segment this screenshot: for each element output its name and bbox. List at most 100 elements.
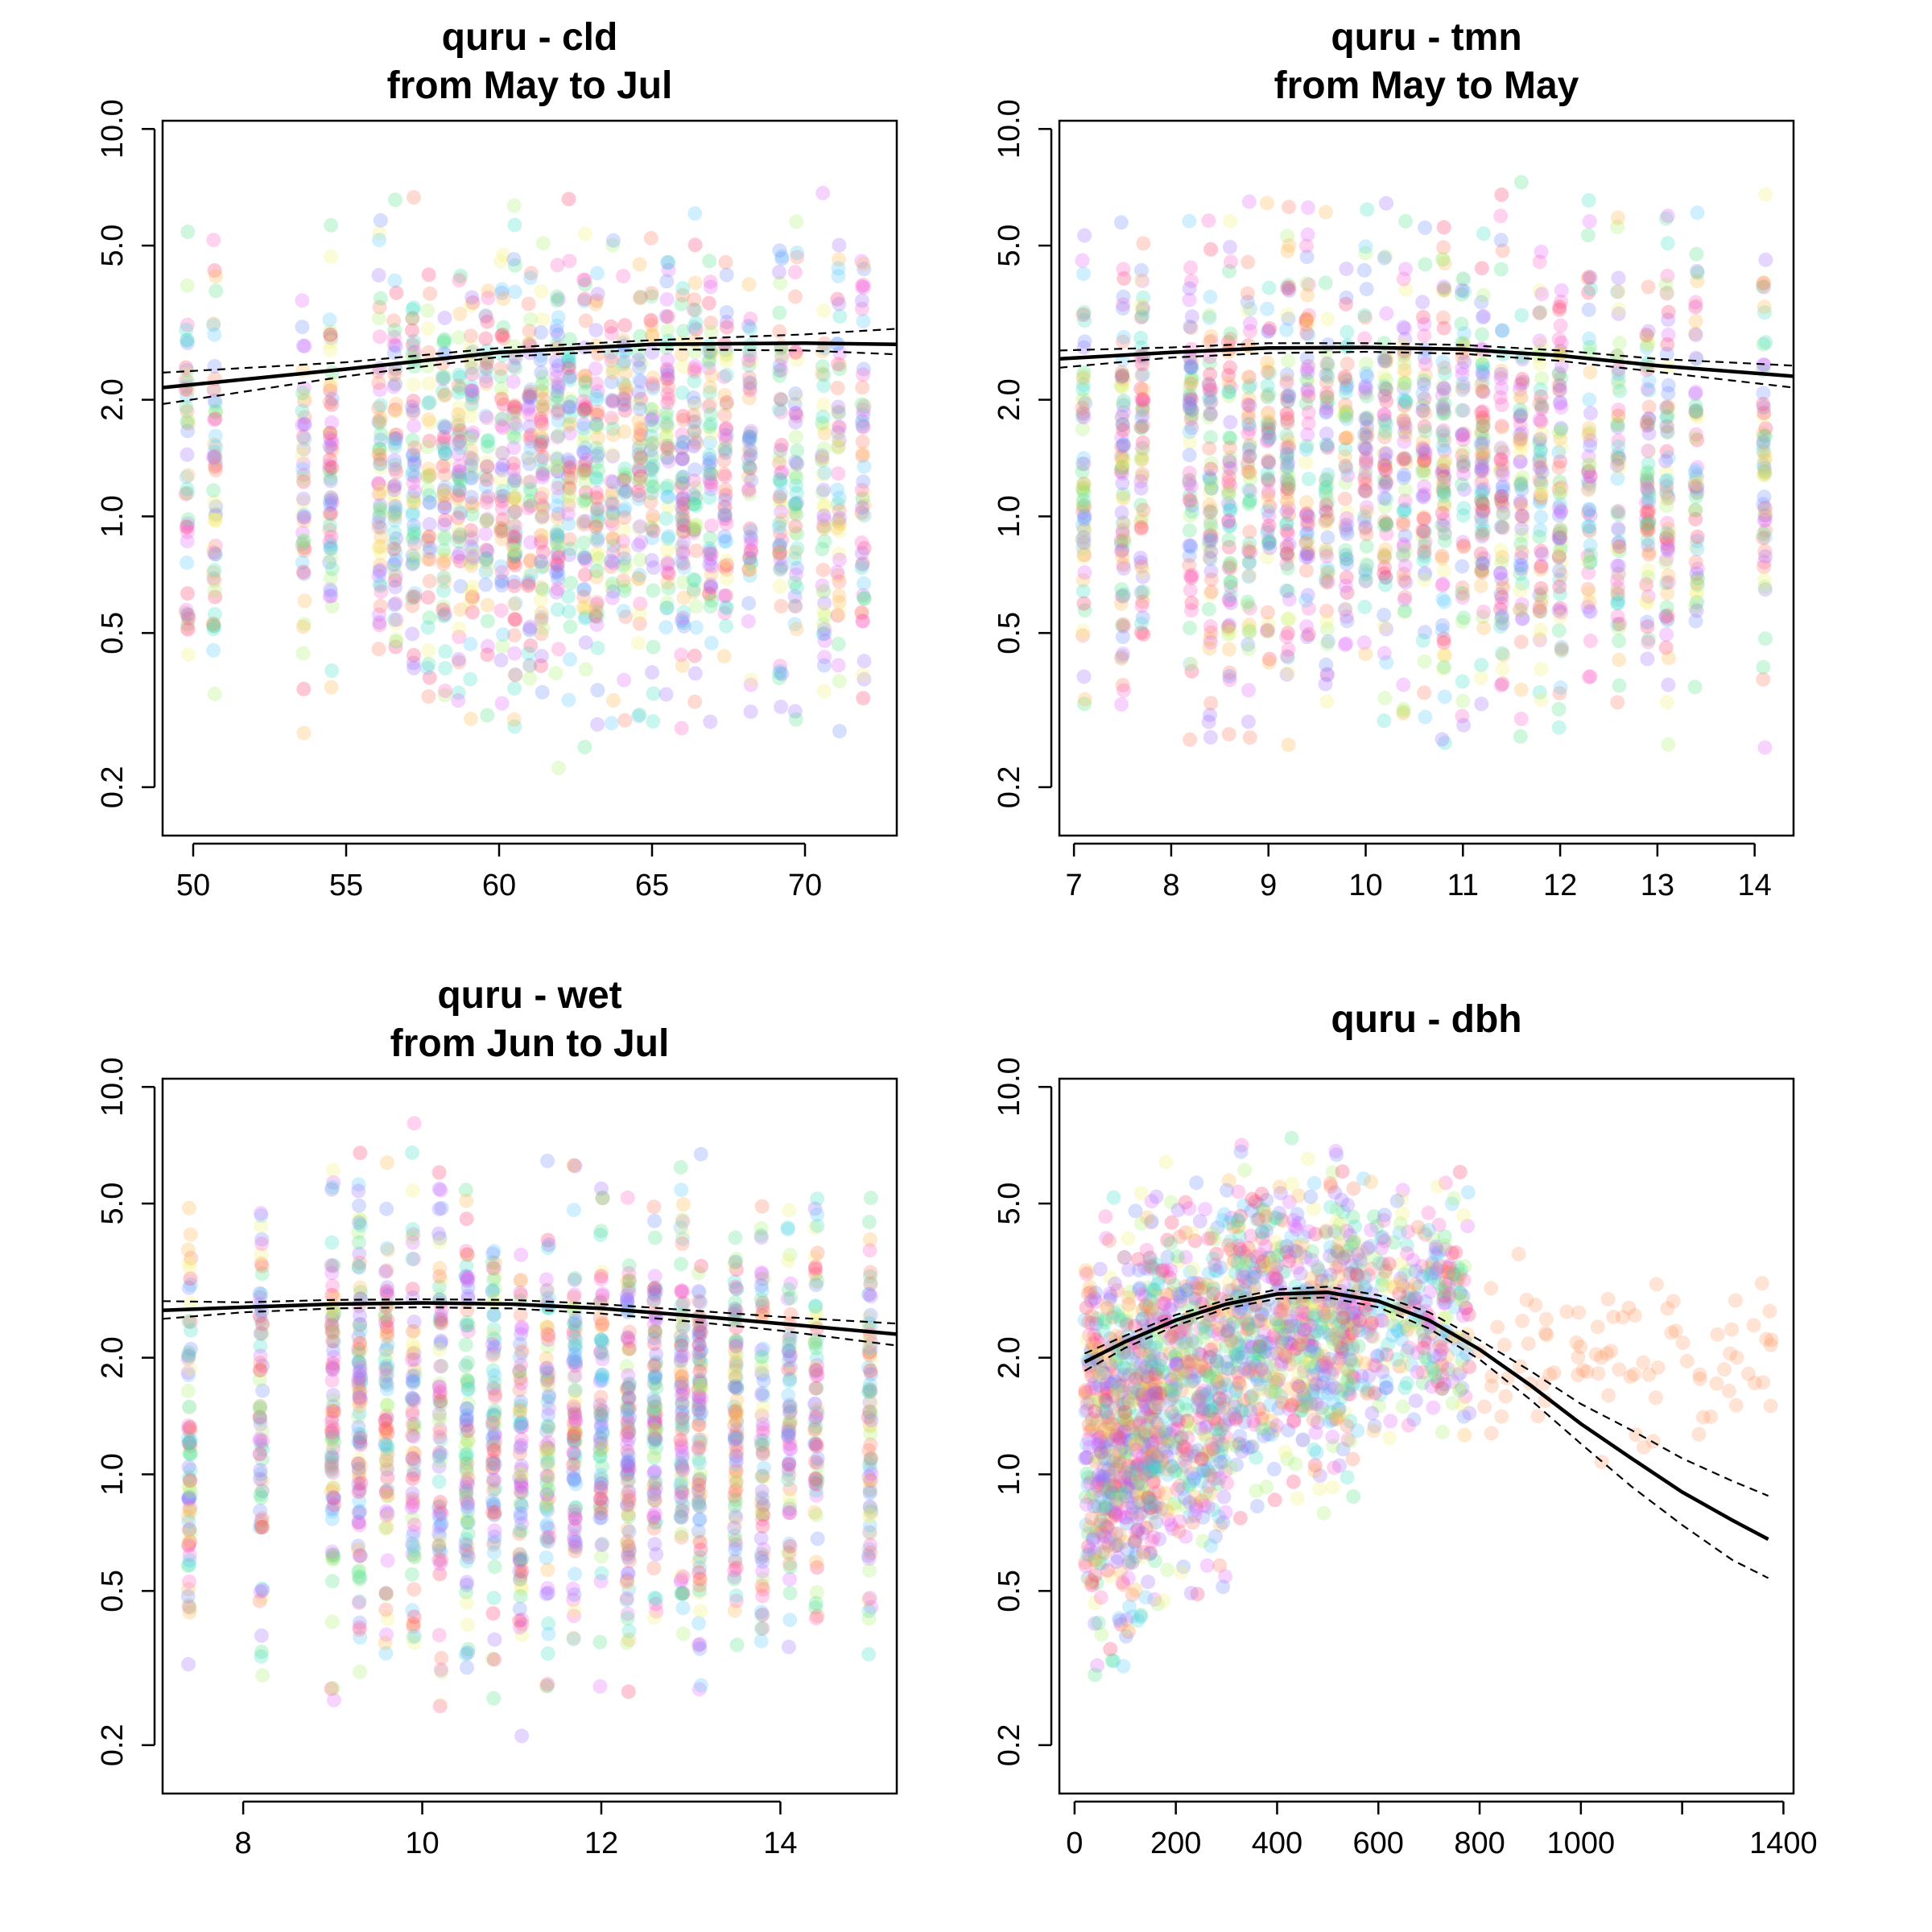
y-tick-label: 0.5 [96, 612, 130, 654]
data-point [551, 464, 566, 479]
data-point [325, 1441, 341, 1456]
data-point [1641, 634, 1656, 650]
data-point [460, 1355, 476, 1370]
data-point [817, 650, 832, 665]
data-point [1262, 651, 1277, 667]
data-point [1476, 621, 1492, 636]
data-point [691, 1338, 707, 1353]
data-point [589, 518, 604, 533]
x-tick-label: 70 [788, 869, 822, 902]
data-point [405, 1391, 420, 1406]
data-point [687, 572, 702, 588]
data-point [295, 448, 310, 463]
data-point [691, 1328, 707, 1344]
data-point [1357, 472, 1373, 487]
data-point [1581, 193, 1596, 208]
data-point [754, 1506, 770, 1521]
data-point [692, 1512, 708, 1527]
data-point [1689, 402, 1704, 418]
data-point [1356, 262, 1372, 278]
data-point [691, 1331, 707, 1346]
data-point [1133, 310, 1149, 324]
data-point [387, 525, 402, 540]
data-point [1532, 432, 1547, 448]
data-point [380, 1313, 395, 1328]
data-point [832, 552, 847, 568]
data-point [1437, 281, 1452, 296]
data-point [182, 1481, 197, 1496]
data-point [323, 327, 338, 342]
data-point [1113, 464, 1129, 479]
data-point [1203, 481, 1219, 496]
data-point [1338, 385, 1353, 400]
data-point [372, 329, 387, 345]
data-point [854, 279, 869, 294]
data-point [863, 1451, 878, 1467]
data-point [1513, 407, 1529, 423]
data-point [486, 1307, 502, 1323]
data-point [478, 331, 493, 346]
data-point [407, 647, 421, 663]
data-point [464, 383, 478, 398]
data-point [742, 551, 758, 566]
panel-tmn: quru - tmn from May to May 7 8 9 10 11 12 13 14… [993, 16, 1795, 902]
data-point [771, 402, 786, 417]
data-point [180, 1430, 196, 1446]
data-point [1280, 394, 1295, 408]
data-point [1202, 535, 1217, 550]
data-point [831, 568, 846, 583]
data-point [493, 524, 509, 539]
data-point [1554, 484, 1569, 499]
data-point [1455, 376, 1471, 391]
data-point [1222, 453, 1237, 469]
data-point [594, 1411, 609, 1426]
data-point [717, 508, 733, 522]
data-point [1319, 356, 1335, 371]
data-point [1757, 428, 1772, 444]
data-point [1639, 579, 1653, 594]
data-point [1689, 603, 1704, 618]
data-point [744, 555, 759, 570]
data-point [1437, 384, 1452, 399]
data-point [621, 1414, 636, 1429]
data-point [621, 1566, 636, 1581]
data-point [485, 1456, 500, 1472]
data-point [297, 431, 312, 447]
data-point [660, 575, 675, 590]
data-point [1379, 382, 1394, 397]
data-point [1135, 610, 1150, 625]
data-point [1133, 473, 1149, 489]
data-point [1075, 370, 1091, 386]
data-point [568, 1382, 583, 1397]
data-point [1661, 489, 1676, 504]
data-point [324, 1287, 340, 1302]
data-point [1379, 354, 1393, 369]
data-point [207, 437, 222, 452]
data-point [589, 609, 605, 625]
data-point [353, 1459, 369, 1474]
data-point [178, 605, 193, 621]
data-point [522, 619, 538, 634]
data-point [660, 557, 675, 572]
data-point [675, 452, 690, 467]
data-point [1660, 424, 1675, 440]
data-point [388, 192, 402, 208]
data-point [832, 490, 847, 506]
data-point [386, 562, 402, 577]
data-point [1397, 367, 1412, 382]
data-point [539, 1587, 554, 1602]
data-point [1320, 574, 1335, 589]
data-point [605, 361, 621, 377]
data-point [539, 1442, 555, 1457]
data-point [512, 1364, 527, 1379]
data-point [1583, 270, 1598, 285]
data-point [1221, 368, 1236, 383]
data-point [437, 500, 452, 515]
data-point [1756, 659, 1771, 675]
data-point [463, 340, 478, 355]
data-point [378, 1586, 394, 1601]
data-point [1552, 563, 1567, 578]
data-point [588, 489, 604, 505]
data-point [1298, 535, 1314, 551]
data-point [1279, 407, 1294, 422]
